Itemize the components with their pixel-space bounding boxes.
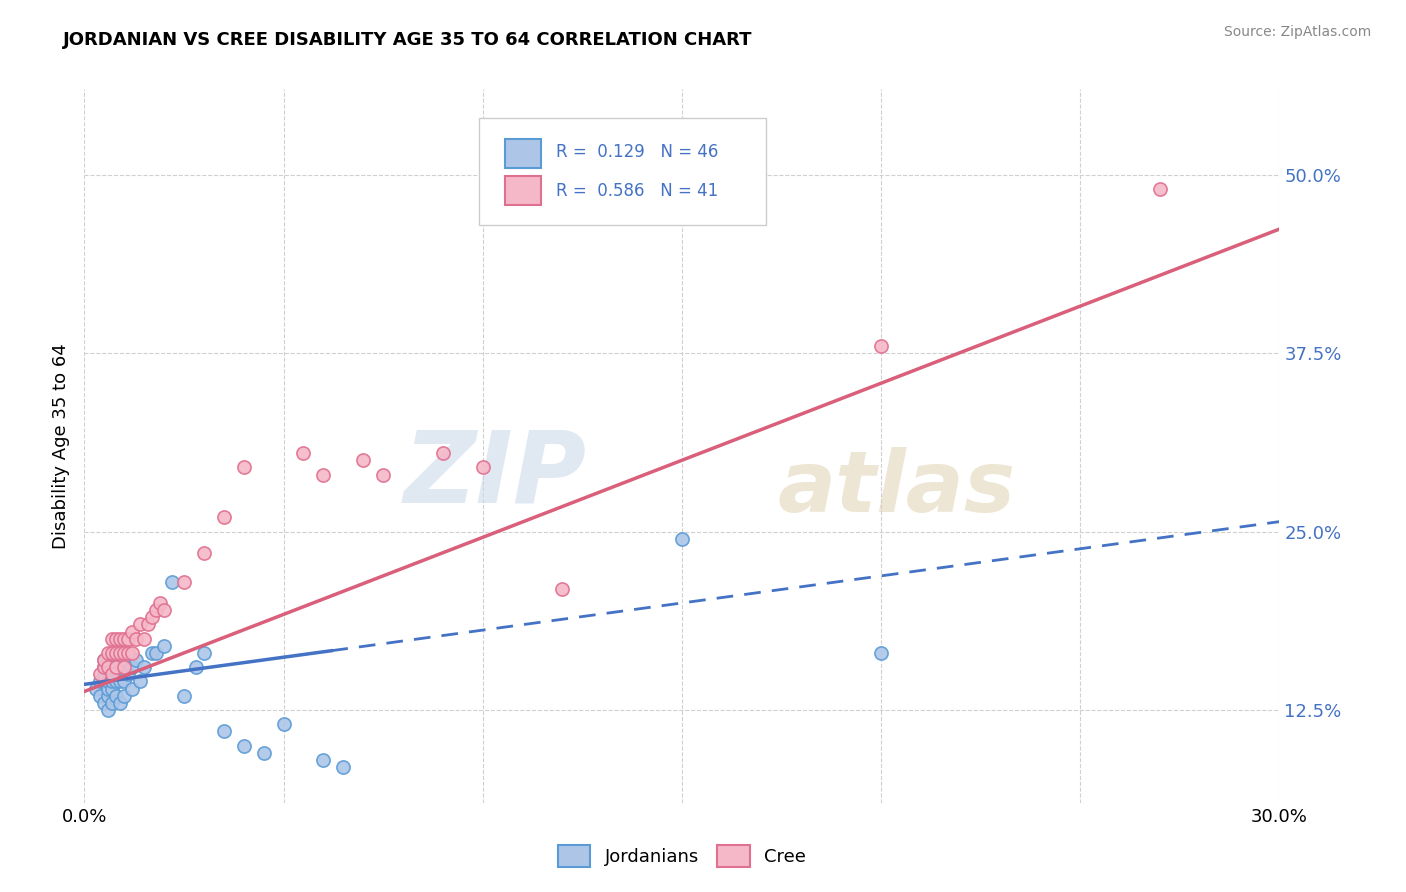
Point bbox=[117, 632, 139, 646]
Point bbox=[212, 724, 235, 739]
Point bbox=[89, 689, 111, 703]
Point bbox=[870, 646, 893, 660]
Point bbox=[101, 667, 124, 681]
Point bbox=[89, 667, 111, 681]
Point bbox=[93, 653, 115, 667]
FancyBboxPatch shape bbox=[505, 177, 541, 205]
Point bbox=[145, 646, 167, 660]
Text: atlas: atlas bbox=[778, 447, 1015, 531]
Point bbox=[97, 681, 120, 696]
Point bbox=[93, 660, 115, 674]
Point bbox=[121, 646, 143, 660]
Point bbox=[110, 674, 132, 689]
Point bbox=[101, 660, 124, 674]
Point bbox=[312, 467, 335, 482]
Legend: Jordanians, Cree: Jordanians, Cree bbox=[551, 838, 813, 874]
Point bbox=[292, 446, 315, 460]
Point bbox=[332, 760, 354, 774]
Point bbox=[141, 646, 163, 660]
Point bbox=[132, 660, 156, 674]
Point bbox=[117, 667, 139, 681]
Point bbox=[93, 660, 115, 674]
Point bbox=[129, 617, 152, 632]
Text: ZIP: ZIP bbox=[404, 426, 586, 523]
Point bbox=[105, 646, 128, 660]
Point bbox=[97, 689, 120, 703]
Text: JORDANIAN VS CREE DISABILITY AGE 35 TO 64 CORRELATION CHART: JORDANIAN VS CREE DISABILITY AGE 35 TO 6… bbox=[63, 31, 752, 49]
Point bbox=[97, 660, 120, 674]
Point bbox=[121, 681, 143, 696]
Point bbox=[373, 467, 395, 482]
Point bbox=[312, 753, 335, 767]
Point bbox=[253, 746, 276, 760]
Text: Source: ZipAtlas.com: Source: ZipAtlas.com bbox=[1223, 25, 1371, 39]
Point bbox=[870, 339, 893, 353]
Point bbox=[97, 674, 120, 689]
Point bbox=[101, 674, 124, 689]
Point bbox=[86, 681, 108, 696]
Point bbox=[101, 632, 124, 646]
Point bbox=[193, 546, 215, 560]
Point bbox=[105, 674, 128, 689]
Point bbox=[141, 610, 163, 624]
Point bbox=[212, 510, 235, 524]
Text: R =  0.586   N = 41: R = 0.586 N = 41 bbox=[557, 182, 718, 200]
Point bbox=[93, 696, 115, 710]
Point bbox=[105, 660, 128, 674]
Point bbox=[89, 674, 111, 689]
Point bbox=[112, 646, 135, 660]
Point bbox=[232, 460, 254, 475]
Point bbox=[149, 596, 172, 610]
Point bbox=[145, 603, 167, 617]
Point bbox=[173, 689, 195, 703]
Point bbox=[1149, 182, 1171, 196]
Point bbox=[121, 660, 143, 674]
Point bbox=[125, 653, 148, 667]
Point bbox=[93, 653, 115, 667]
Point bbox=[125, 632, 148, 646]
Point bbox=[105, 660, 128, 674]
Point bbox=[110, 696, 132, 710]
Point bbox=[184, 660, 207, 674]
Point bbox=[551, 582, 574, 596]
Point bbox=[93, 674, 115, 689]
Point bbox=[352, 453, 374, 467]
Point bbox=[97, 660, 120, 674]
Point bbox=[105, 632, 128, 646]
FancyBboxPatch shape bbox=[479, 118, 766, 225]
Point bbox=[132, 632, 156, 646]
Point bbox=[112, 689, 135, 703]
Point bbox=[105, 689, 128, 703]
Point bbox=[101, 696, 124, 710]
Point bbox=[153, 603, 176, 617]
Point bbox=[273, 717, 295, 731]
FancyBboxPatch shape bbox=[505, 139, 541, 168]
Point bbox=[112, 632, 135, 646]
Y-axis label: Disability Age 35 to 64: Disability Age 35 to 64 bbox=[52, 343, 70, 549]
Point bbox=[101, 681, 124, 696]
Point bbox=[117, 646, 139, 660]
Point bbox=[110, 646, 132, 660]
Point bbox=[232, 739, 254, 753]
Point bbox=[110, 632, 132, 646]
Point bbox=[101, 646, 124, 660]
Point bbox=[129, 674, 152, 689]
Point bbox=[112, 660, 135, 674]
Point bbox=[112, 674, 135, 689]
Text: R =  0.129   N = 46: R = 0.129 N = 46 bbox=[557, 143, 718, 161]
Point bbox=[471, 460, 494, 475]
Point bbox=[136, 617, 159, 632]
Point bbox=[173, 574, 195, 589]
Point bbox=[671, 532, 693, 546]
Point bbox=[153, 639, 176, 653]
Point bbox=[97, 703, 120, 717]
Point bbox=[93, 667, 115, 681]
Point bbox=[432, 446, 454, 460]
Point bbox=[121, 624, 143, 639]
Point bbox=[112, 653, 135, 667]
Point bbox=[97, 646, 120, 660]
Point bbox=[193, 646, 215, 660]
Point bbox=[160, 574, 183, 589]
